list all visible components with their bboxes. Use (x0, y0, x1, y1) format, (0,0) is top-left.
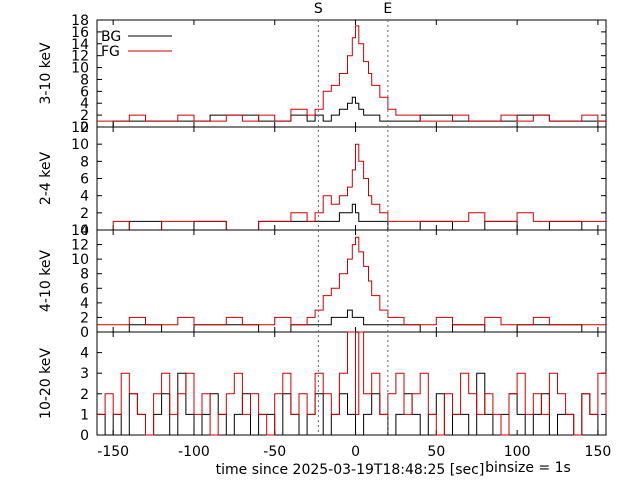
y-axis-label: 4-10 keV (38, 250, 54, 312)
y-tick-label: 10 (71, 137, 89, 153)
y-tick-label: 18 (71, 13, 89, 29)
y-axis-label: 10-20 keV (38, 348, 54, 419)
y-tick-label: 12 (71, 120, 89, 136)
y-tick-label: 10 (71, 61, 89, 77)
y-tick-label: 1 (80, 407, 89, 423)
panel-3: 0 1 2 3 4 10-20 keV (38, 331, 607, 444)
legend-label-bg: BG (101, 29, 121, 45)
y-axis-label: 2-4 keV (38, 152, 54, 206)
x-tick-label: 150 (585, 444, 612, 460)
x-axis-label: time since 2025-03-19T18:48:25 [sec] (216, 462, 485, 478)
y-tick-label: 6 (80, 172, 89, 188)
marker-label-e: E (383, 1, 392, 17)
y-tick-label: 3 (80, 366, 89, 382)
y-tick-label: 2 (80, 206, 89, 222)
marker-label-s: S (314, 1, 323, 17)
y-tick-label: 4 (80, 346, 89, 362)
series-bg-panel-0 (97, 96, 606, 128)
x-axis: -150 -100 -50 0 50 100 150 (97, 444, 611, 460)
series-bg-panel-2 (97, 309, 606, 333)
x-tick-label: 100 (504, 444, 531, 460)
x-tick-label: -150 (97, 444, 129, 460)
y-tick-label: 4 (80, 96, 89, 112)
y-tick-label: 8 (80, 72, 89, 88)
series-bg-panel-3 (97, 372, 607, 436)
x-tick-label: -50 (263, 444, 286, 460)
y-tick-label: 0 (80, 325, 89, 341)
y-tick-label: 4 (80, 296, 89, 312)
series-fg-panel-2 (97, 236, 606, 326)
panel-frame (96, 331, 607, 436)
y-tick-label: 2 (80, 387, 89, 403)
y-tick-label: 10 (71, 252, 89, 268)
series-fg-panel-1 (97, 143, 606, 231)
y-tick-label: 6 (80, 281, 89, 297)
y-tick-label: 6 (80, 84, 89, 100)
series-bg-panel-1 (97, 203, 606, 231)
y-tick-label: 8 (80, 267, 89, 283)
y-tick-label: 14 (71, 37, 89, 53)
series-fg-panel-0 (97, 25, 606, 122)
y-tick-label: 2 (80, 310, 89, 326)
y-tick-label: 12 (71, 49, 89, 65)
x-tick-label: -100 (178, 444, 210, 460)
y-tick-label: 0 (80, 120, 89, 136)
y-tick-label: 14 (71, 223, 89, 239)
y-tick-label: 4 (80, 189, 89, 205)
y-tick-label: 2 (80, 108, 89, 124)
y-tick-label: 16 (71, 25, 89, 41)
panel-frame (96, 229, 607, 333)
y-axis-label: 3-10 keV (38, 42, 54, 104)
legend-label-fg: FG (101, 44, 120, 60)
x-tick-label: 0 (351, 444, 360, 460)
y-tick-label: 12 (71, 238, 89, 254)
series-fg-panel-3 (97, 331, 607, 436)
x-tick-label: 50 (427, 444, 445, 460)
panel-frame (96, 126, 607, 231)
y-tick-label: 8 (80, 154, 89, 170)
binsize-label: binsize = 1s (485, 460, 571, 476)
panel-frame (96, 19, 607, 128)
y-tick-label: 0 (80, 428, 89, 444)
y-tick-label: 0 (80, 223, 89, 239)
